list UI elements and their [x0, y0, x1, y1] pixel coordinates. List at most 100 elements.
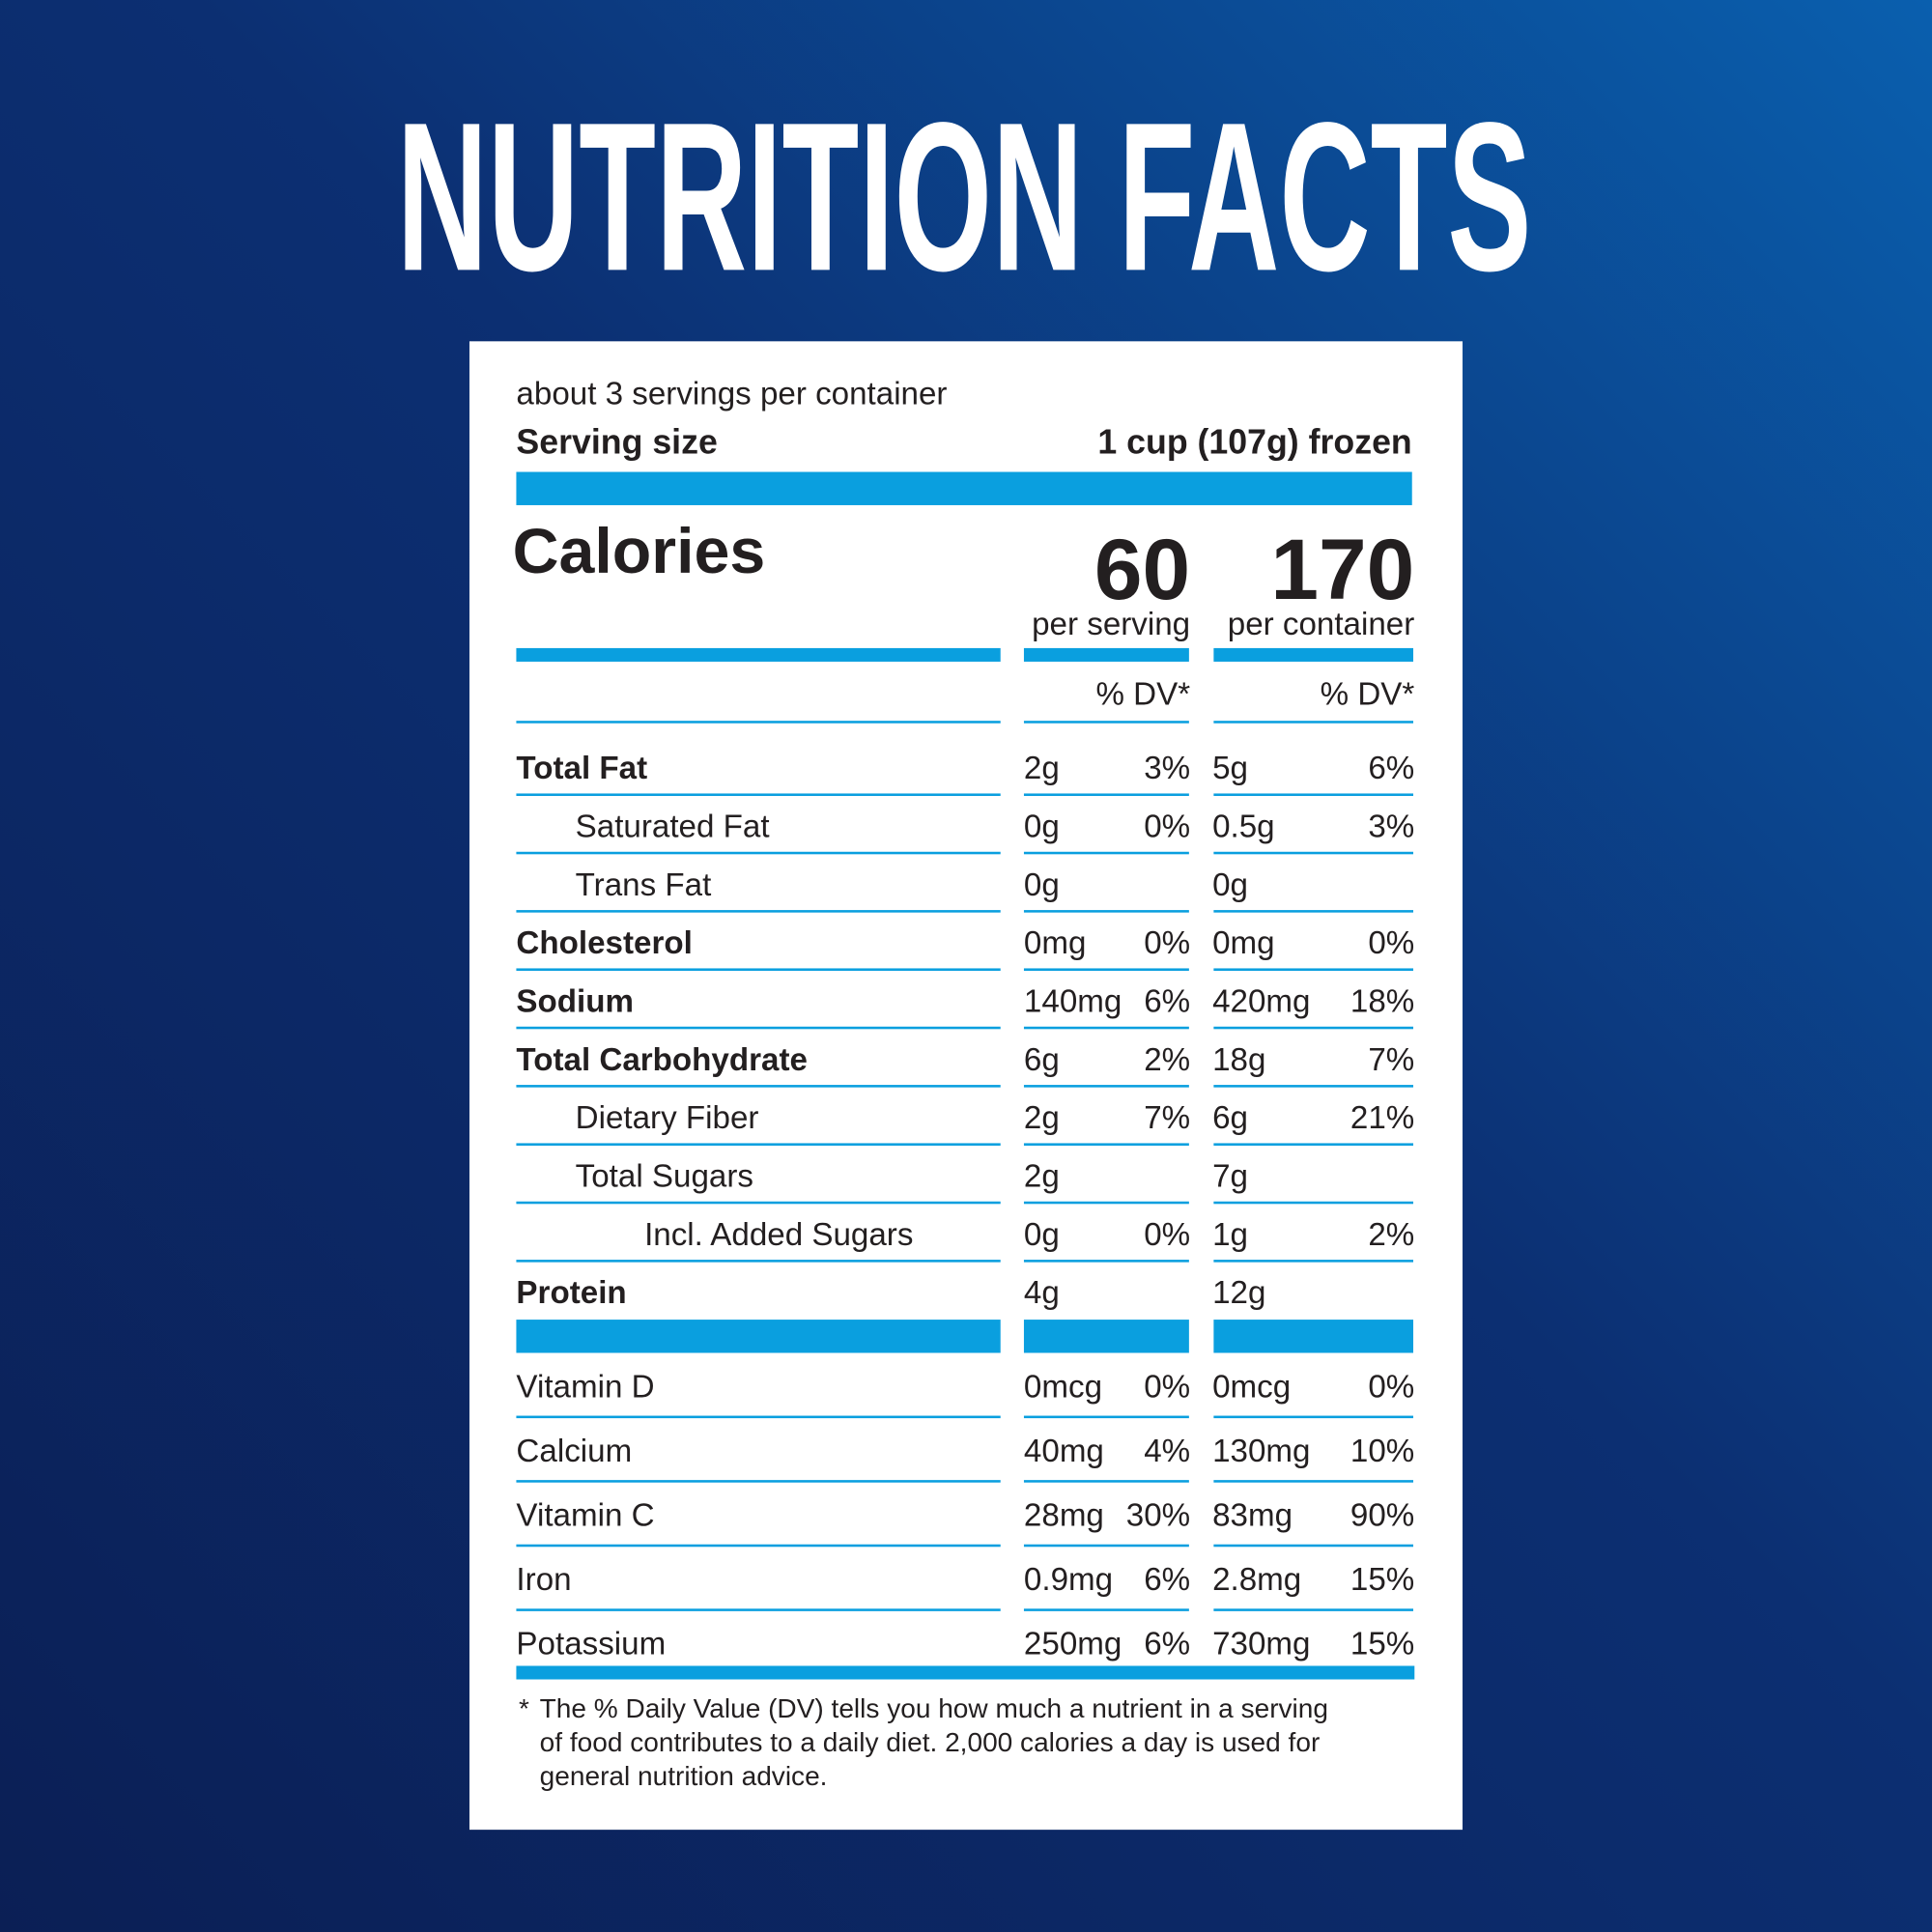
serving-amount: 2g	[1024, 1158, 1060, 1194]
serving-size: 1 cup (107g) frozen	[1097, 422, 1411, 461]
container-dv: 2%	[1368, 1217, 1414, 1253]
rule-line	[1213, 1260, 1414, 1263]
container-amount: 6g	[1212, 1100, 1248, 1136]
rule-line	[1023, 1608, 1189, 1611]
container-amount: 130mg	[1212, 1434, 1310, 1469]
serving-dv: 0%	[1144, 809, 1190, 844]
serving-dv: 0%	[1144, 925, 1190, 961]
container-amount: 730mg	[1212, 1627, 1310, 1662]
rule-line	[1213, 851, 1414, 855]
rule-line	[1213, 910, 1414, 913]
container-amount: 0mg	[1212, 925, 1275, 961]
rule-line	[1023, 1201, 1189, 1205]
container-dv: 15%	[1350, 1562, 1414, 1598]
serving-amount: 140mg	[1024, 983, 1122, 1019]
rule-line	[516, 1544, 1001, 1548]
rule-bar	[516, 647, 1001, 662]
serving-amount: 2g	[1024, 751, 1060, 786]
container-dv: 21%	[1350, 1100, 1414, 1136]
rule-line	[516, 1143, 1001, 1146]
per-container-label: per container	[1228, 607, 1415, 642]
dv-header: % DV*	[1321, 677, 1415, 713]
footnote-line: general nutrition advice.	[540, 1761, 828, 1791]
serving-amount: 6g	[1024, 1042, 1060, 1078]
rule-line	[516, 1085, 1001, 1088]
dv-header: % DV*	[1095, 677, 1190, 713]
rule-line	[1023, 793, 1189, 796]
rule-bar	[1213, 647, 1414, 662]
nutrient-name: Sodium	[516, 983, 634, 1019]
container-amount: 7g	[1212, 1158, 1248, 1194]
container-dv: 0%	[1368, 1369, 1414, 1405]
container-amount: 0mcg	[1212, 1369, 1291, 1405]
rule-line	[1023, 910, 1189, 913]
container-dv: 7%	[1368, 1042, 1414, 1078]
container-dv: 18%	[1350, 983, 1414, 1019]
container-dv: 0%	[1368, 925, 1414, 961]
serving-dv: 4%	[1144, 1434, 1190, 1469]
nutrient-name: Total Fat	[516, 751, 647, 786]
serving-amount: 0g	[1024, 809, 1060, 844]
nutrient-name: Vitamin D	[516, 1369, 654, 1405]
rule-line	[1213, 1026, 1414, 1030]
nutrient-name: Total Sugars	[576, 1158, 753, 1194]
container-amount: 0g	[1212, 867, 1248, 903]
calories-per-container: 170	[1270, 521, 1414, 617]
serving-amount: 0.9mg	[1024, 1562, 1113, 1598]
nutrient-name: Cholesterol	[516, 925, 692, 961]
container-amount: 12g	[1212, 1275, 1265, 1311]
nutrient-name: Dietary Fiber	[576, 1100, 759, 1136]
container-amount: 5g	[1212, 751, 1248, 786]
rule-line	[1023, 1026, 1189, 1030]
rule-bar	[516, 1665, 1415, 1680]
rule-line	[516, 851, 1001, 855]
rule-line	[1213, 721, 1414, 724]
nutrient-name: Potassium	[516, 1627, 666, 1662]
serving-dv: 30%	[1126, 1498, 1190, 1534]
calories-label: Calories	[513, 516, 766, 587]
rule-line	[1023, 1415, 1189, 1419]
rule-line	[516, 1026, 1001, 1030]
serving-dv: 6%	[1144, 983, 1190, 1019]
serving-amount: 4g	[1024, 1275, 1060, 1311]
nutrient-name: Trans Fat	[576, 867, 712, 903]
serving-amount: 40mg	[1024, 1434, 1104, 1469]
rule-line	[1213, 1085, 1414, 1088]
nutrient-name: Vitamin C	[516, 1498, 654, 1534]
container-dv: 15%	[1350, 1627, 1414, 1662]
footnote-marker: *	[519, 1693, 529, 1723]
rule-line	[1023, 851, 1189, 855]
rule-line	[1023, 1143, 1189, 1146]
calories-per-serving: 60	[1094, 521, 1190, 617]
rule-line	[1213, 1544, 1414, 1548]
rule-line	[516, 968, 1001, 971]
container-dv: 10%	[1350, 1434, 1414, 1469]
rule-line	[1213, 1608, 1414, 1611]
container-amount: 1g	[1212, 1217, 1248, 1253]
rule-line	[516, 910, 1001, 913]
footnote-line: of food contributes to a daily diet. 2,0…	[540, 1727, 1321, 1757]
container-amount: 0.5g	[1212, 809, 1275, 844]
serving-amount: 0g	[1024, 1217, 1060, 1253]
serving-dv: 2%	[1144, 1042, 1190, 1078]
rule-bar	[1023, 1320, 1189, 1353]
container-amount: 420mg	[1212, 983, 1310, 1019]
rule-line	[516, 1480, 1001, 1483]
serving-size-label: Serving size	[516, 422, 717, 461]
rule-bar	[1023, 647, 1189, 662]
rule-bar	[516, 471, 1412, 505]
container-amount: 2.8mg	[1212, 1562, 1301, 1598]
nutrient-name: Saturated Fat	[576, 809, 770, 844]
serving-dv: 6%	[1144, 1562, 1190, 1598]
container-dv: 3%	[1368, 809, 1414, 844]
rule-line	[516, 1201, 1001, 1205]
rule-line	[1023, 1085, 1189, 1088]
rule-line	[1023, 1260, 1189, 1263]
rule-line	[516, 1260, 1001, 1263]
serving-dv: 6%	[1144, 1627, 1190, 1662]
rule-line	[1213, 1143, 1414, 1146]
serving-amount: 0mcg	[1024, 1369, 1102, 1405]
serving-amount: 2g	[1024, 1100, 1060, 1136]
